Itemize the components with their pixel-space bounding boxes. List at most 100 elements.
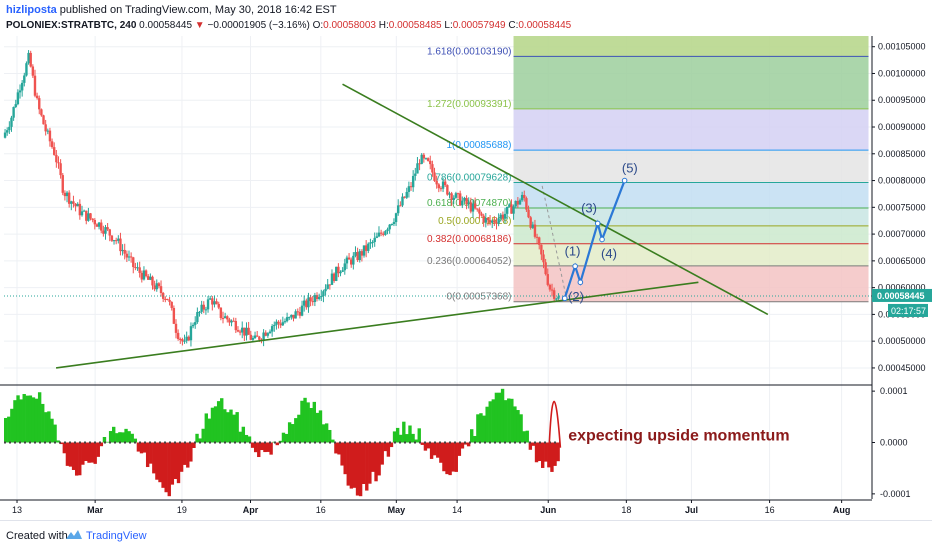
candle-body — [97, 222, 101, 227]
candle-body — [127, 256, 131, 258]
candle-body — [422, 154, 426, 159]
candle-body — [424, 158, 428, 160]
candle-body — [270, 326, 274, 332]
candle-body — [268, 331, 272, 334]
elliott-wave-projection[interactable] — [563, 180, 626, 299]
oscillator-bar — [192, 442, 196, 449]
oscillator-bar — [297, 414, 301, 443]
candle-body — [499, 214, 502, 219]
fib-level-label: 0.382(0.00068186) — [427, 234, 512, 245]
time-tick-label: 19 — [177, 505, 187, 515]
candle-body — [168, 299, 171, 302]
candle-body — [330, 273, 334, 285]
fib-level-label: 0.236(0.00064052) — [427, 256, 512, 267]
candle-body — [512, 206, 515, 214]
candle-body — [170, 301, 173, 308]
osc-tick-label: 0.0000 — [880, 438, 908, 448]
candle-body — [119, 238, 122, 252]
oscillator-bar — [216, 401, 221, 443]
symbol-name[interactable]: POLONIEX:STRATBTC, 240 — [6, 20, 137, 31]
chart-canvas[interactable]: 0(0.00057368) 0.236(0.00064052) 0.382(0.00… — [0, 36, 932, 520]
oscillator-bar — [22, 394, 26, 443]
oscillator-bar — [528, 442, 533, 450]
oscillator-bar — [139, 442, 144, 454]
fib-level-label: 0.786(0.00079628) — [427, 173, 512, 184]
fib-level-label: 0(0.00057368) — [446, 292, 511, 303]
oscillator-bar — [550, 442, 554, 472]
candle-body — [463, 197, 466, 201]
price-tick-label: 0.00070000 — [878, 229, 926, 239]
oscillator-bar — [275, 442, 279, 446]
fib-zone — [513, 225, 869, 244]
candle-body — [313, 295, 317, 303]
candle-body — [411, 175, 415, 188]
oscillator-bar — [405, 434, 409, 443]
candle-body — [520, 194, 524, 201]
candle-body — [465, 197, 468, 205]
candle-body — [514, 201, 517, 207]
lower-trendline[interactable] — [55, 281, 699, 369]
candle-body — [285, 317, 289, 322]
candle-body — [67, 192, 71, 204]
candle-body — [55, 154, 58, 163]
oscillator-bar — [253, 442, 258, 453]
price-axis[interactable]: 0.00105000 0.00100000 0.00095000 0.00090000… — [871, 36, 932, 499]
oscillator-bar — [460, 442, 465, 449]
candle-body — [505, 206, 509, 214]
oscillator-bar — [531, 442, 536, 446]
oscillator-bar — [59, 442, 63, 445]
time-axis[interactable]: 13 Mar 19 Apr 16 May 14 Jun 18 Jul 16 Aug — [0, 499, 872, 515]
oscillator-bar — [173, 442, 178, 480]
time-tick-label: Jun — [540, 505, 556, 515]
candle-body — [85, 210, 88, 221]
oscillator-bar — [195, 433, 199, 443]
tradingview-logo-icon[interactable] — [64, 527, 84, 543]
oscillator-bar — [321, 424, 326, 443]
candle-body — [20, 82, 24, 91]
candle-body — [196, 312, 199, 323]
oscillator-bar — [553, 442, 557, 466]
upper-trendline[interactable] — [342, 83, 769, 316]
candle-body — [420, 154, 423, 164]
candle-body — [59, 163, 62, 176]
tradingview-brand-link[interactable]: TradingView — [86, 530, 147, 542]
candle-body — [294, 311, 297, 319]
time-tick-label: Jul — [685, 505, 698, 515]
oscillator-bar — [547, 442, 551, 468]
oscillator-bar — [414, 439, 418, 443]
candle-body — [187, 336, 191, 341]
candle-body — [486, 217, 490, 221]
oscillator-bar — [34, 398, 39, 443]
oscillator-bar — [90, 442, 94, 463]
last-price-badge — [872, 288, 932, 302]
candle-body — [106, 227, 109, 230]
oscillator-bar — [423, 442, 428, 451]
oscillator-bar — [380, 442, 384, 465]
fibonacci-retracement[interactable]: 0(0.00057368) 0.236(0.00064052) 0.382(0.00… — [427, 36, 869, 303]
oscillator-bar — [244, 434, 249, 443]
chart-header: hizliposta published on TradingView.com,… — [0, 0, 932, 36]
oscillator-bar — [448, 442, 452, 476]
candle-body — [138, 267, 141, 273]
price-tick-label: 0.00095000 — [878, 95, 926, 105]
symbol-line: POLONIEX:STRATBTC, 240 0.00058445 ▼ −0.0… — [6, 20, 571, 31]
oscillator-bar — [235, 412, 239, 443]
candle-body — [200, 304, 203, 312]
oscillator-bar — [291, 424, 295, 443]
candle-body — [552, 290, 556, 299]
candle-body — [149, 276, 152, 280]
oscillator-bar — [37, 392, 42, 443]
candle-body — [307, 297, 310, 308]
candle-body — [247, 327, 250, 335]
author-link[interactable]: hizliposta — [6, 4, 57, 16]
oscillator-bar — [241, 426, 246, 443]
candle-body — [510, 204, 513, 214]
candle-body — [461, 200, 464, 206]
candle-body — [179, 338, 182, 340]
candle-body — [40, 109, 43, 116]
wave-label: (1) — [565, 244, 581, 259]
candle-body — [194, 322, 197, 325]
candle-body — [80, 211, 84, 216]
candle-body — [456, 193, 460, 195]
fib-zone — [513, 150, 869, 183]
